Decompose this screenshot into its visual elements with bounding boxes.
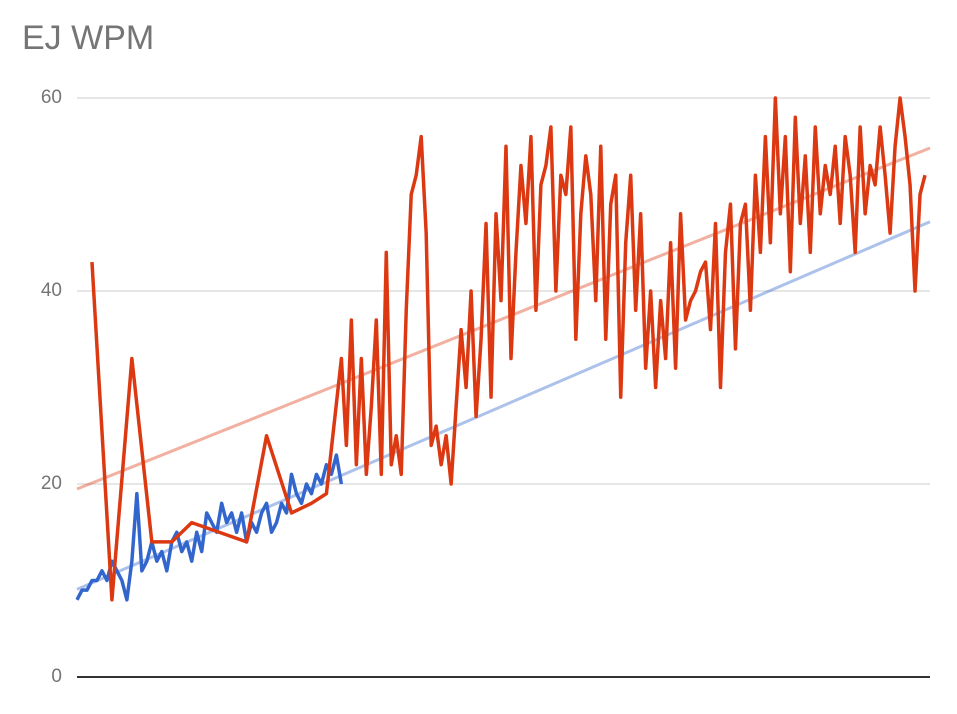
y-tick-label: 40 [41, 280, 62, 301]
y-tick-label: 0 [51, 666, 62, 687]
y-tick-label: 20 [41, 473, 62, 494]
y-tick-label: 60 [41, 87, 62, 108]
trendline [76, 220, 931, 591]
series-line [75, 453, 344, 602]
series-line [90, 96, 927, 602]
chart-title: EJ WPM [22, 19, 154, 57]
